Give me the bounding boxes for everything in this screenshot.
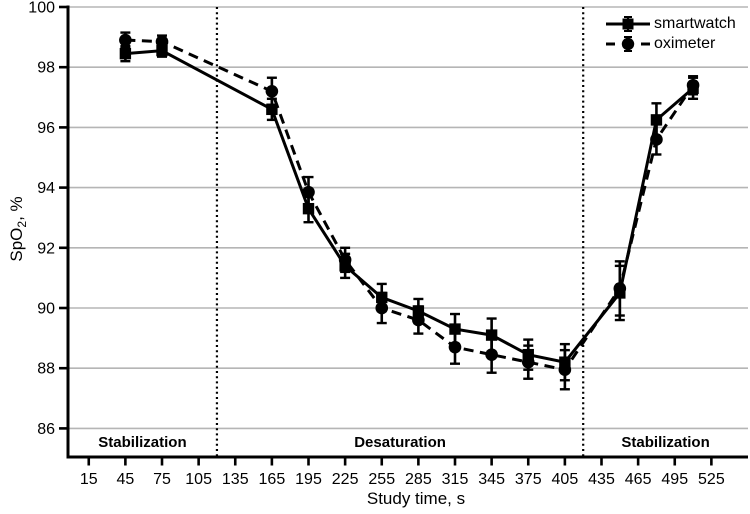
- marker-circle-oximeter: [613, 282, 627, 295]
- marker-square-smartwatch: [376, 291, 388, 304]
- marker-square-smartwatch: [449, 323, 461, 335]
- marker-square-smartwatch: [266, 103, 278, 116]
- marker-square-smartwatch: [156, 44, 168, 57]
- series-line-oximeter: [125, 38, 695, 372]
- marker-circle-oximeter: [412, 313, 425, 327]
- x-tick-label: 105: [185, 471, 212, 488]
- x-tick-label: 195: [295, 471, 322, 488]
- y-axis-title-text: SpO: [7, 227, 26, 262]
- y-tick-label: 88: [37, 361, 55, 378]
- y-tick-label: 98: [37, 60, 55, 77]
- x-tick-label: 375: [515, 471, 542, 488]
- legend-item-smartwatch: smartwatch: [605, 14, 736, 34]
- x-tick-label: 405: [552, 471, 579, 488]
- x-tick-label: 45: [116, 471, 134, 488]
- x-tick-label: 165: [259, 471, 286, 488]
- y-tick-label: 94: [37, 180, 55, 197]
- marker-circle-oximeter: [155, 35, 169, 48]
- x-tick-label: 435: [588, 471, 615, 488]
- y-tick-label: 86: [37, 421, 55, 438]
- series-line-smartwatch: [125, 49, 695, 364]
- legend: smartwatch oximeter: [605, 14, 736, 54]
- legend-item-oximeter: oximeter: [605, 34, 736, 54]
- marker-square-smartwatch: [485, 329, 498, 341]
- x-tick-label: 255: [368, 471, 395, 488]
- marker-circle-oximeter: [302, 185, 315, 199]
- marker-circle-oximeter: [686, 78, 700, 92]
- marker-circle-oximeter: [265, 84, 279, 98]
- y-tick-label: 90: [37, 301, 55, 318]
- marker-circle-oximeter: [521, 355, 535, 369]
- x-tick-label: 495: [661, 471, 688, 488]
- x-tick-label: 315: [442, 471, 469, 488]
- y-tick-label: 100: [28, 0, 55, 17]
- marker-circle-oximeter: [485, 348, 498, 361]
- region-label-stabilization-left: Stabilization: [98, 434, 187, 451]
- x-axis-title: Study time, s: [366, 489, 466, 508]
- marker-circle-oximeter: [448, 340, 462, 354]
- marker-square-smartwatch: [559, 356, 571, 368]
- marker-circle-oximeter: [338, 253, 352, 267]
- x-tick-label: 75: [153, 471, 171, 488]
- region-label-desaturation: Desaturation: [354, 434, 446, 451]
- x-tick-label: 345: [478, 471, 505, 488]
- marker-square-smartwatch: [522, 348, 534, 361]
- marker-circle-oximeter: [375, 301, 389, 315]
- marker-circle-oximeter: [650, 133, 663, 146]
- marker-square-smartwatch: [412, 305, 425, 317]
- legend-label-oximeter: oximeter: [654, 35, 716, 52]
- marker-square-smartwatch: [119, 47, 132, 60]
- y-axis-title-units: , %: [7, 196, 26, 221]
- x-tick-label: 135: [222, 471, 249, 488]
- x-tick-label: 15: [80, 471, 98, 488]
- x-tick-label: 285: [405, 471, 432, 488]
- legend-label-smartwatch: smartwatch: [654, 15, 736, 32]
- x-tick-label: 465: [625, 471, 652, 488]
- marker-circle-oximeter: [119, 33, 132, 47]
- region-label-stabilization-right: Stabilization: [621, 434, 710, 451]
- y-tick-label: 92: [37, 240, 55, 257]
- y-axis-title-subscript: 2: [15, 220, 29, 228]
- marker-square-smartwatch: [650, 114, 663, 126]
- x-tick-label: 525: [698, 471, 725, 488]
- y-axis-title: SpO2, %: [7, 196, 29, 261]
- marker-square-smartwatch: [302, 202, 315, 215]
- oximeter-dashed-circle-marker-icon: [606, 36, 650, 52]
- y-tick-label: 96: [37, 120, 55, 137]
- x-tick-label: 225: [332, 471, 359, 488]
- smartwatch-line-square-marker-icon: [606, 16, 650, 32]
- marker-circle-oximeter: [558, 363, 572, 377]
